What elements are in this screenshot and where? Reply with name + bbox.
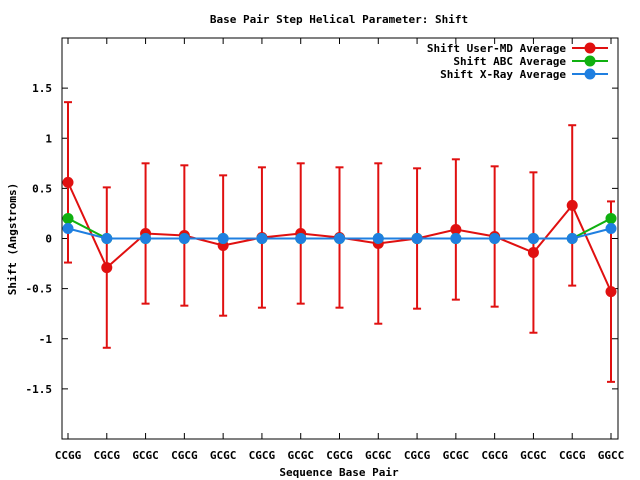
- x-axis: CCGG CGCG GCGC CGCG GCGC CGCG GCGC CGCG GCGC CGCG…: [55, 38, 625, 462]
- y-tick-label: 1: [45, 132, 52, 145]
- data-point: [489, 233, 501, 244]
- data-point: [101, 233, 113, 244]
- x-tick-label: CGCG: [559, 449, 586, 462]
- data-point: [605, 212, 617, 224]
- data-point: [566, 233, 578, 244]
- x-tick-label: CGCG: [94, 449, 121, 462]
- x-tick-label: CGCG: [171, 449, 198, 462]
- legend-swatch-marker: [584, 42, 596, 54]
- y-tick-label: 0.5: [32, 182, 52, 195]
- data-point: [140, 233, 152, 244]
- data-point: [605, 286, 617, 298]
- data-point: [62, 176, 74, 188]
- x-tick-label: CGCG: [249, 449, 276, 462]
- data-point: [450, 233, 462, 244]
- x-tick-label: GCGC: [210, 449, 237, 462]
- x-tick-label: GCGC: [132, 449, 159, 462]
- y-tick-label: 1.5: [32, 82, 52, 95]
- y-tick-label: -1.5: [26, 383, 53, 396]
- series-layer: [62, 101, 617, 383]
- data-point: [605, 222, 617, 234]
- chart-title: Base Pair Step Helical Parameter: Shift: [210, 13, 468, 26]
- x-tick-label: CCGG: [55, 449, 82, 462]
- series-2: [62, 222, 617, 244]
- data-point: [256, 233, 268, 244]
- x-tick-label: CGCG: [481, 449, 508, 462]
- data-point: [566, 199, 578, 211]
- data-point: [178, 233, 190, 244]
- y-tick-label: 0: [45, 233, 52, 246]
- x-tick-label: GCGC: [443, 449, 470, 462]
- legend-swatch-marker: [584, 55, 596, 67]
- x-tick-label: GCGC: [365, 449, 392, 462]
- legend-label: Shift ABC Average: [453, 55, 566, 68]
- x-axis-label: Sequence Base Pair: [279, 466, 399, 479]
- data-point: [62, 212, 74, 224]
- y-axis-label: Shift (Angstroms): [6, 183, 19, 296]
- y-tick-label: -0.5: [26, 283, 53, 296]
- y-axis: -1.5 -1 -0.5 0 0.5 1 1.5: [26, 82, 618, 396]
- x-tick-label: CGCG: [326, 449, 353, 462]
- data-point: [450, 223, 462, 235]
- legend-label: Shift X-Ray Average: [440, 68, 566, 81]
- x-tick-label: GCGC: [520, 449, 547, 462]
- x-tick-label: GCGC: [287, 449, 314, 462]
- data-point: [372, 233, 384, 244]
- data-point: [62, 222, 74, 234]
- data-point: [411, 233, 423, 244]
- data-point: [527, 247, 539, 259]
- x-tick-label: CGCG: [404, 449, 431, 462]
- x-tick-label: GGCC: [598, 449, 625, 462]
- y-tick-label: -1: [39, 333, 53, 346]
- data-point: [217, 233, 229, 244]
- data-point: [527, 233, 539, 244]
- legend-label: Shift User-MD Average: [427, 42, 566, 55]
- data-point: [295, 233, 307, 244]
- data-point: [101, 262, 113, 274]
- legend-swatch-marker: [584, 68, 596, 80]
- data-point: [334, 233, 345, 244]
